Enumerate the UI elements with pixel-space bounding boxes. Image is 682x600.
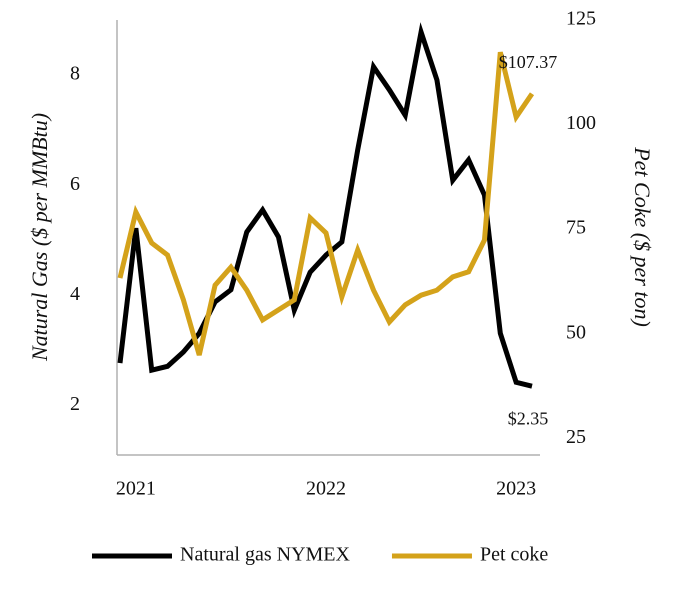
data-label: $107.37 xyxy=(499,52,558,72)
y2-tick-label: 50 xyxy=(566,321,586,343)
y2-tick-label: 25 xyxy=(566,426,586,448)
x-tick-label: 2022 xyxy=(306,478,346,500)
y2-axis-label: Pet Coke ($ per ton) xyxy=(630,146,655,327)
y2-tick-label: 100 xyxy=(566,112,596,134)
x-tick-label: 2023 xyxy=(496,478,536,500)
legend-label: Natural gas NYMEX xyxy=(180,544,351,566)
y-tick-label: 6 xyxy=(70,173,80,195)
legend-label: Pet coke xyxy=(480,544,548,566)
y-tick-label: 2 xyxy=(70,393,80,415)
y-tick-label: 4 xyxy=(70,283,80,305)
line-series xyxy=(117,22,533,389)
line-series xyxy=(117,51,535,356)
y2-tick-label: 75 xyxy=(566,217,586,239)
y2-tick-label: 125 xyxy=(566,8,596,30)
y-tick-label: 8 xyxy=(70,63,80,85)
y-axis-label: Natural Gas ($ per MMBtu) xyxy=(27,113,52,362)
x-tick-label: 2021 xyxy=(116,478,156,500)
data-label: $2.35 xyxy=(508,408,549,428)
